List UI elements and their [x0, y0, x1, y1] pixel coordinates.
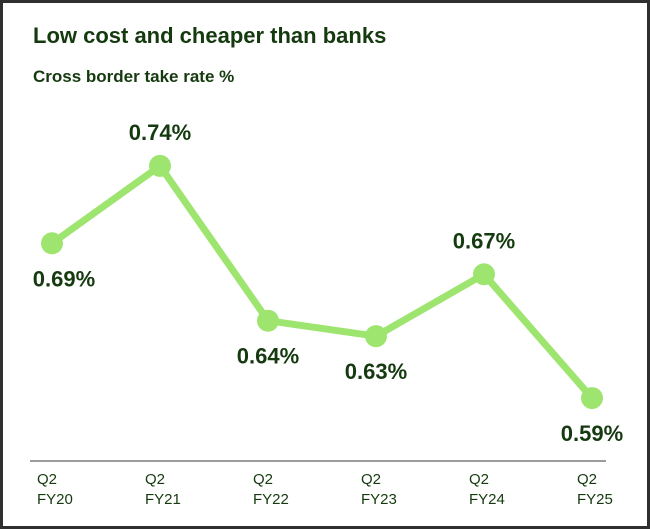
x-tick-label: Q2	[37, 471, 57, 488]
data-point	[41, 232, 63, 255]
chart-title: Low cost and cheaper than banks	[33, 23, 387, 48]
x-tick-label: FY22	[253, 491, 289, 508]
x-tick-label: FY21	[145, 491, 181, 508]
data-label: 0.69%	[33, 266, 95, 291]
data-point	[257, 309, 279, 332]
x-tick-labels: Q2 FY20 Q2 FY21 Q2 FY22 Q2 FY23 Q2 FY24 Q2 FY25	[37, 471, 613, 508]
data-label: 0.59%	[561, 421, 623, 446]
x-tick-label: Q2	[469, 471, 489, 488]
x-tick-label: Q2	[361, 471, 381, 488]
x-tick-label: FY24	[469, 491, 505, 508]
data-point	[149, 154, 171, 177]
data-point	[581, 387, 603, 410]
x-tick-label: Q2	[145, 471, 165, 488]
data-label: 0.63%	[345, 359, 407, 384]
series-line-layer	[48, 162, 596, 402]
data-point	[365, 325, 387, 348]
x-tick-label: Q2	[577, 471, 597, 488]
data-point	[473, 263, 495, 286]
data-labels: 0.69% 0.74% 0.64% 0.63% 0.67% 0.59%	[33, 120, 623, 446]
data-label: 0.67%	[453, 228, 515, 253]
x-tick-label: Q2	[253, 471, 273, 488]
data-label: 0.74%	[129, 120, 191, 145]
x-tick-label: FY23	[361, 491, 397, 508]
chart-subtitle: Cross border take rate %	[33, 67, 235, 86]
x-tick-label: FY25	[577, 491, 613, 508]
data-label: 0.64%	[237, 344, 299, 369]
x-tick-label: FY20	[37, 491, 73, 508]
data-points	[41, 154, 603, 410]
series-line	[48, 162, 596, 402]
